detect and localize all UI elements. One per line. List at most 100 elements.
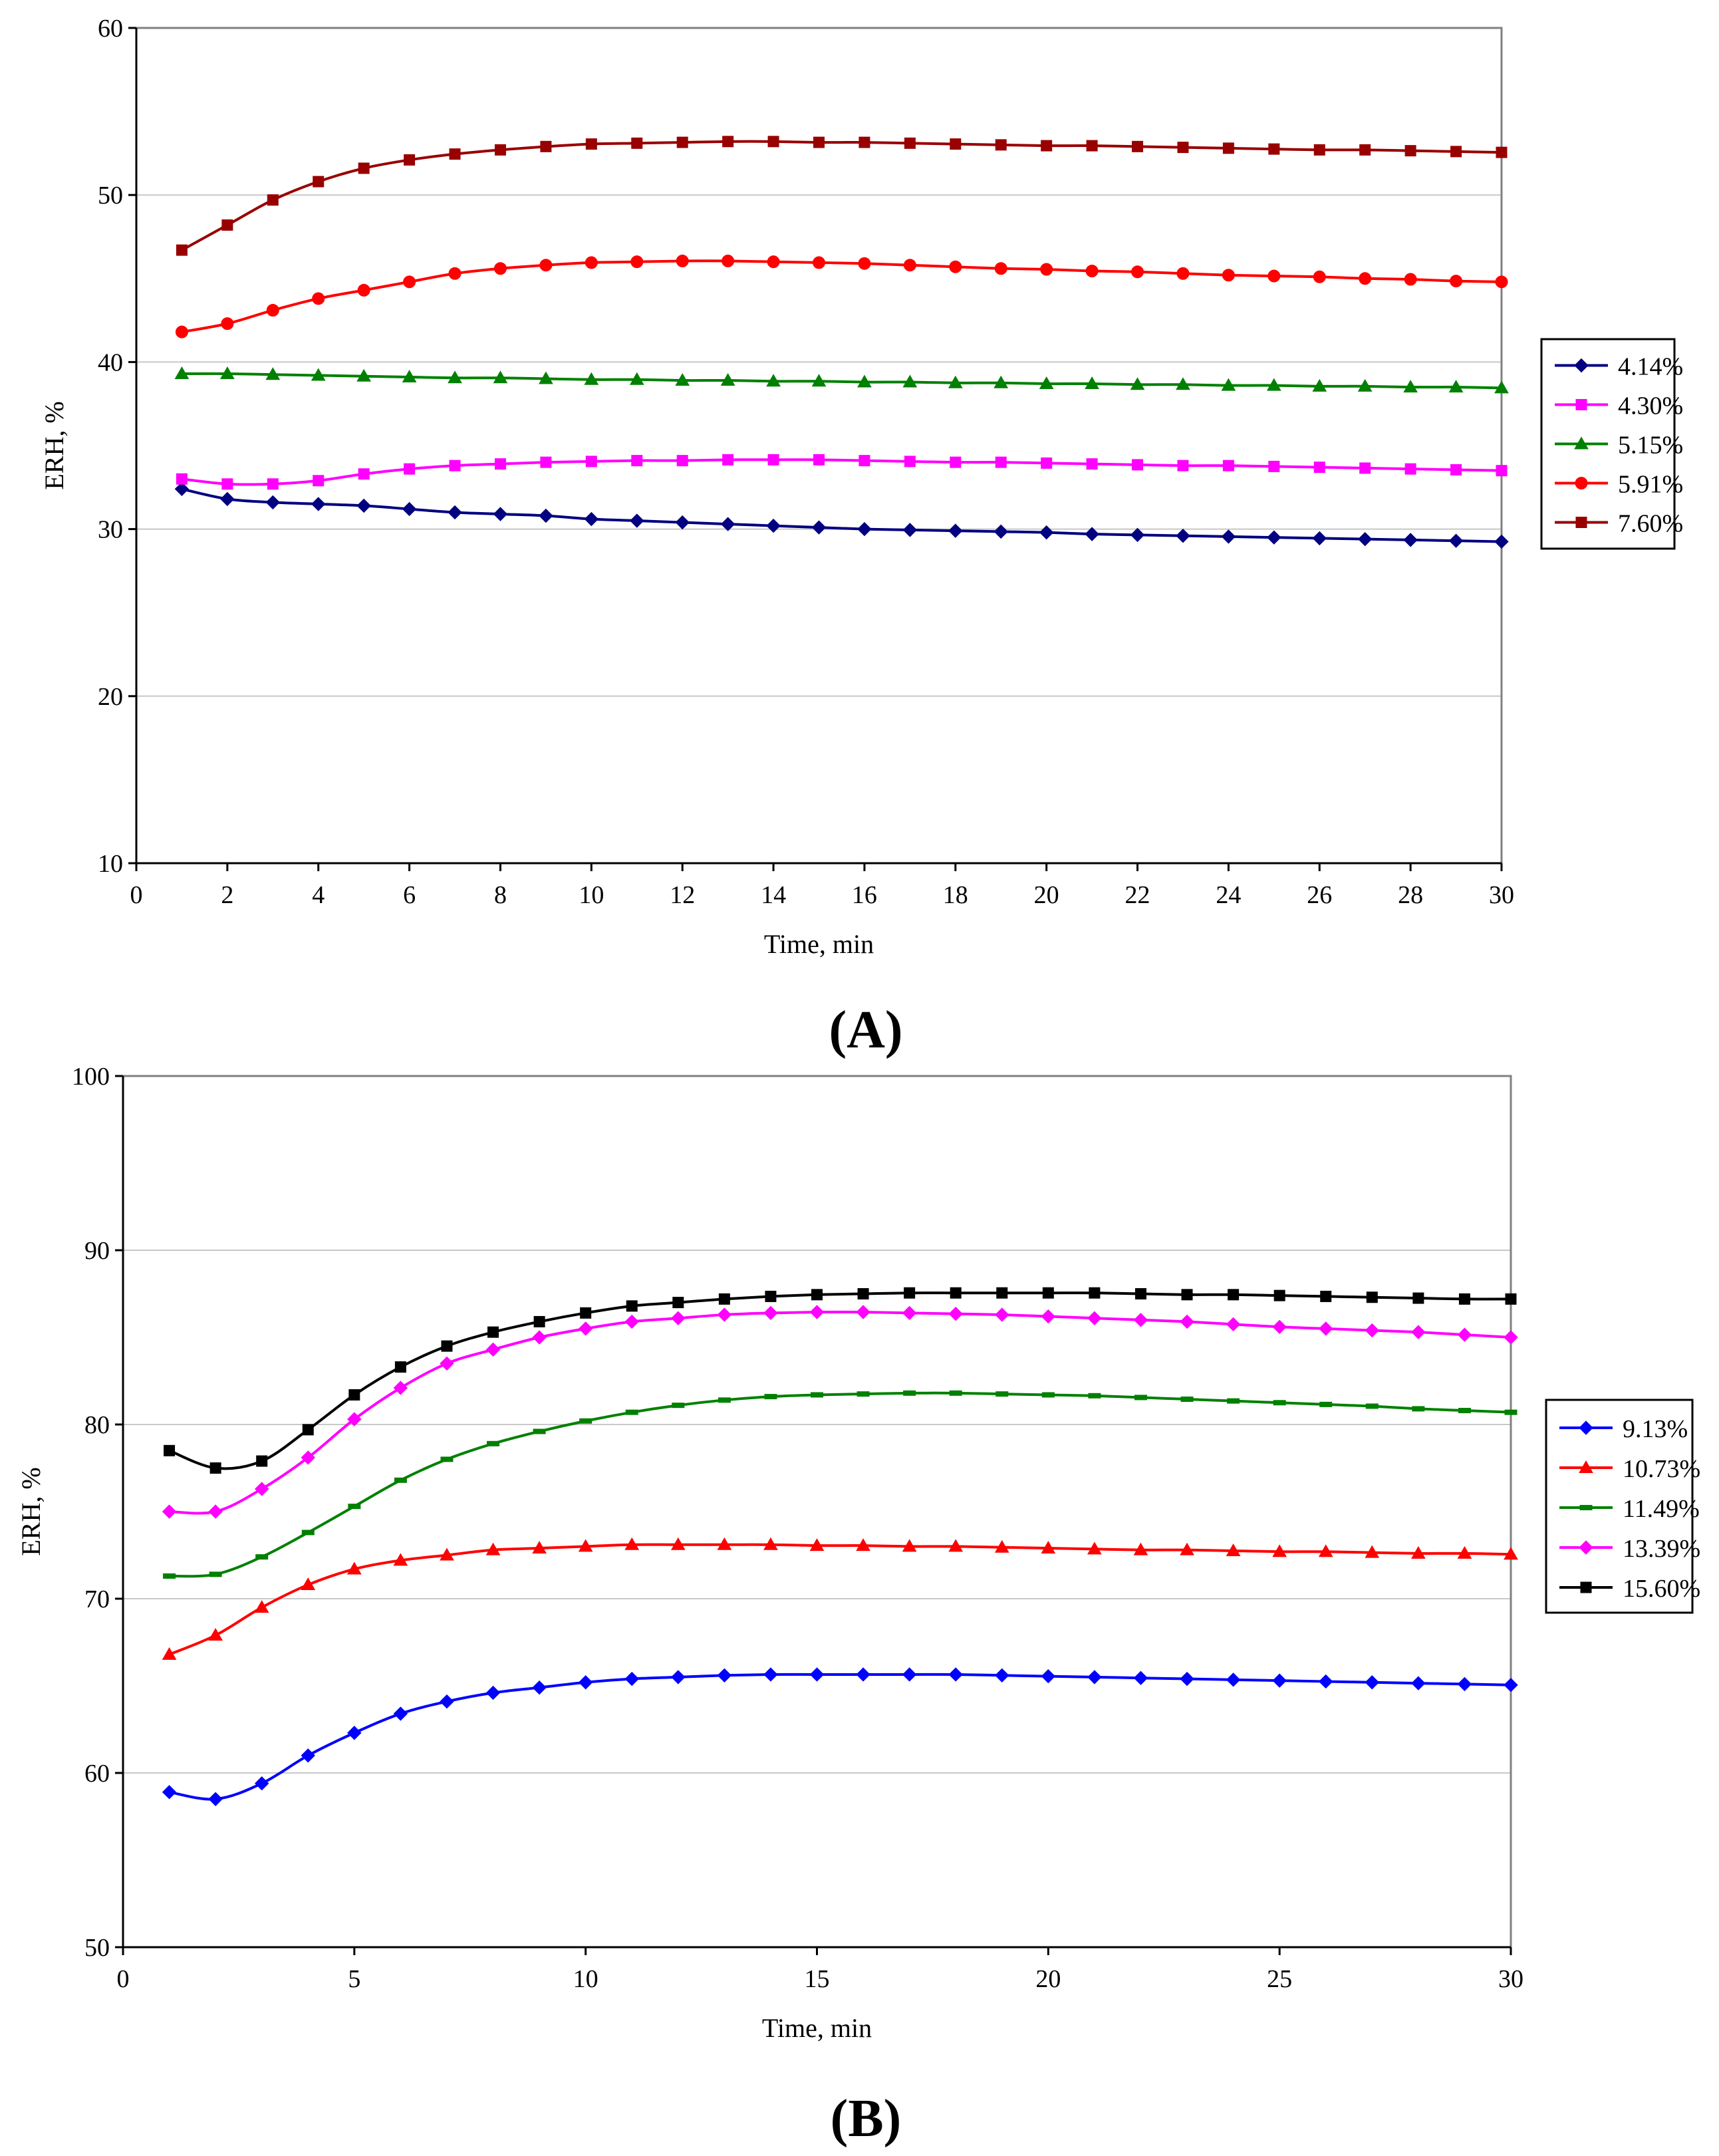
data-point bbox=[313, 475, 325, 487]
data-point bbox=[1272, 1673, 1287, 1688]
data-point bbox=[347, 1412, 362, 1426]
data-point bbox=[720, 517, 735, 531]
data-point bbox=[811, 1289, 823, 1301]
data-point bbox=[1494, 380, 1509, 394]
legend-label: 9.13% bbox=[1623, 1415, 1688, 1443]
x-tick-label: 30 bbox=[1489, 881, 1514, 909]
legend-marker bbox=[1575, 517, 1587, 528]
data-point bbox=[163, 1573, 176, 1579]
data-point bbox=[1411, 1546, 1426, 1559]
x-tick-label: 25 bbox=[1267, 1965, 1292, 1993]
data-point bbox=[671, 1311, 686, 1325]
y-tick-label: 50 bbox=[98, 182, 123, 209]
data-point bbox=[717, 1307, 732, 1322]
data-point bbox=[1319, 1321, 1333, 1336]
data-point bbox=[1450, 275, 1463, 288]
data-point bbox=[311, 368, 326, 381]
data-point bbox=[393, 1706, 408, 1721]
data-point bbox=[302, 1424, 314, 1436]
data-point bbox=[493, 507, 508, 521]
data-point bbox=[449, 460, 461, 472]
data-point bbox=[256, 1455, 268, 1467]
data-point bbox=[440, 1548, 454, 1561]
data-point bbox=[1130, 377, 1145, 390]
data-point bbox=[1357, 531, 1373, 547]
series-0 bbox=[162, 1667, 1518, 1807]
data-point bbox=[1458, 1408, 1471, 1414]
legend-marker bbox=[1579, 1505, 1593, 1510]
data-point bbox=[1131, 265, 1144, 279]
data-point bbox=[358, 468, 370, 480]
data-point bbox=[1221, 378, 1236, 391]
data-point bbox=[767, 255, 780, 269]
data-point bbox=[1366, 1291, 1378, 1303]
data-point bbox=[1496, 465, 1508, 477]
data-point bbox=[393, 1381, 408, 1395]
data-point bbox=[357, 283, 370, 297]
data-point bbox=[676, 254, 689, 267]
data-point bbox=[1504, 1547, 1518, 1560]
data-point bbox=[448, 505, 462, 520]
x-tick-label: 5 bbox=[348, 1965, 360, 1993]
data-point bbox=[440, 1456, 454, 1462]
data-point bbox=[902, 1539, 917, 1552]
data-point bbox=[1089, 1287, 1101, 1299]
legend-marker bbox=[1579, 1420, 1593, 1435]
data-point bbox=[811, 374, 827, 387]
data-point bbox=[175, 325, 188, 338]
data-point bbox=[1226, 1317, 1241, 1332]
data-point bbox=[1266, 378, 1281, 391]
data-point bbox=[356, 498, 371, 513]
legend-marker bbox=[1575, 399, 1587, 410]
data-point bbox=[1132, 140, 1144, 152]
data-point bbox=[631, 137, 643, 149]
x-tick-label: 4 bbox=[312, 881, 325, 909]
data-point bbox=[764, 1394, 777, 1400]
data-point bbox=[718, 1293, 730, 1305]
data-point bbox=[1176, 528, 1190, 543]
data-point bbox=[1450, 146, 1462, 158]
data-point bbox=[675, 515, 690, 530]
data-point bbox=[164, 1444, 176, 1456]
legend-label: 5.91% bbox=[1618, 471, 1683, 499]
series-line bbox=[182, 372, 1502, 390]
data-point bbox=[950, 456, 962, 468]
x-tick-label: 2 bbox=[221, 881, 233, 909]
data-point bbox=[948, 523, 963, 538]
data-point bbox=[1180, 1542, 1194, 1555]
data-point bbox=[494, 458, 506, 470]
data-point bbox=[301, 1577, 316, 1591]
data-point bbox=[1359, 144, 1371, 156]
data-point bbox=[1312, 531, 1327, 546]
data-point bbox=[1411, 1325, 1426, 1339]
data-point bbox=[1041, 457, 1053, 469]
data-point bbox=[266, 304, 279, 317]
data-point bbox=[948, 1539, 964, 1552]
series-1 bbox=[176, 454, 1508, 490]
y-tick-label: 50 bbox=[84, 1934, 110, 1962]
data-point bbox=[493, 370, 508, 384]
data-point bbox=[584, 511, 599, 527]
data-point bbox=[1086, 140, 1098, 152]
data-point bbox=[902, 374, 918, 388]
data-point bbox=[1267, 269, 1281, 283]
data-point bbox=[1041, 1309, 1056, 1324]
series-3 bbox=[175, 254, 1508, 338]
panel-a: 10 20 30 40 50 60 0 2 4 6 8 10 12 14 16 18 20 22 24 26 28 30 T… bbox=[0, 0, 1719, 1064]
data-point bbox=[1320, 1290, 1332, 1302]
data-point bbox=[1318, 1544, 1333, 1557]
data-point bbox=[1272, 1319, 1287, 1334]
data-point bbox=[859, 455, 870, 467]
data-point bbox=[767, 136, 779, 148]
data-point bbox=[539, 371, 553, 384]
series-3 bbox=[162, 1305, 1518, 1519]
data-point bbox=[533, 1428, 546, 1434]
data-point bbox=[902, 523, 918, 537]
data-point bbox=[994, 1540, 1009, 1553]
data-point bbox=[626, 1300, 638, 1312]
y-tick-label: 30 bbox=[98, 516, 123, 544]
y-tick-label: 80 bbox=[84, 1411, 110, 1439]
data-point bbox=[346, 1561, 362, 1575]
data-point bbox=[993, 375, 1009, 388]
